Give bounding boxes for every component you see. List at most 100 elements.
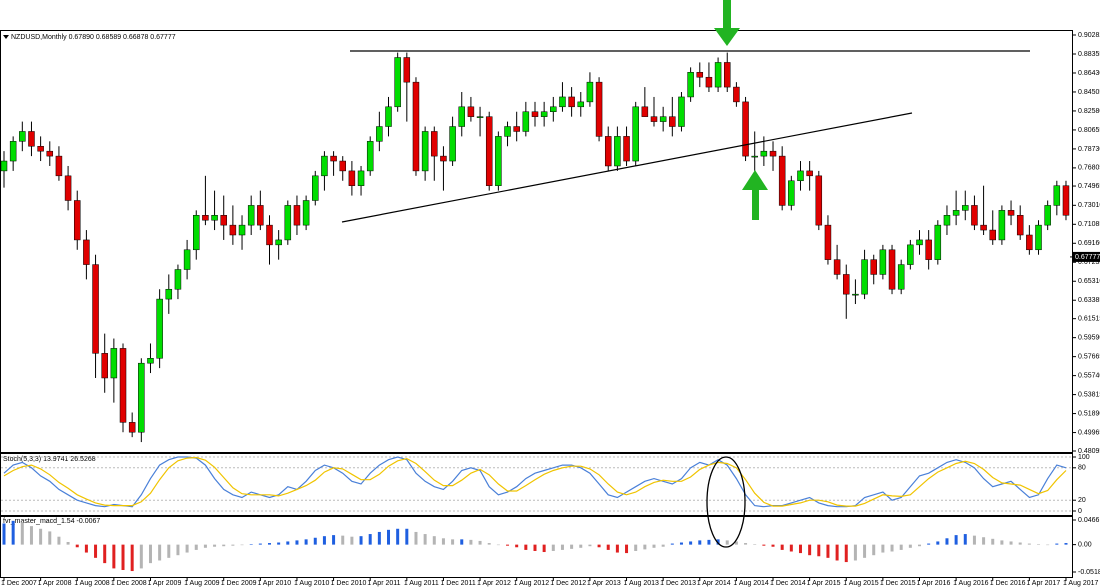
candle-body — [531, 111, 539, 117]
x-tick-label: 1 Apr 2014 — [697, 580, 731, 587]
macd-bar — [972, 535, 976, 545]
candle-body — [1053, 185, 1061, 206]
macd-bar — [48, 531, 52, 545]
macd-bar — [625, 544, 629, 554]
macd-bar — [368, 534, 372, 545]
y-tick-label: 0.71085 — [1078, 221, 1100, 228]
candle-body — [202, 215, 209, 221]
macd-bar — [84, 544, 88, 553]
candle-body — [229, 224, 237, 236]
y-tick-label: 0.90282 — [1078, 32, 1100, 39]
y-tick-label: 0.61515 — [1078, 316, 1100, 323]
x-tick-label: 1 Dec 2010 — [331, 580, 367, 587]
candle-body — [513, 126, 520, 132]
x-tick-label: 1 Dec 2011 — [440, 580, 475, 587]
candle-body — [943, 215, 951, 226]
macd-bar — [826, 544, 830, 558]
candle-body — [641, 106, 649, 117]
y-tick-label: 0.76805 — [1078, 165, 1100, 172]
candle-body — [1026, 234, 1033, 251]
candle-body — [778, 155, 786, 206]
candle-body — [165, 288, 173, 300]
x-tick-label: 1 Dec 2012 — [550, 580, 586, 587]
x-tick-label: 1 Apr 2008 — [38, 580, 72, 587]
candle-body — [815, 175, 823, 226]
candle-body — [495, 136, 502, 186]
x-tick-label: 1 Aug 2015 — [843, 580, 879, 587]
macd-bar — [908, 544, 912, 548]
x-tick-label: 1 Aug 2011 — [404, 580, 439, 587]
candle-body — [266, 224, 273, 246]
x-tick-label: 1 Aug 2017 — [1063, 580, 1099, 587]
macd-bar — [597, 544, 601, 548]
candle-body — [467, 106, 475, 117]
macd-bar — [744, 543, 748, 545]
candle-body — [714, 62, 722, 88]
candle-body — [321, 155, 328, 177]
macd-bar — [222, 544, 226, 547]
x-tick-label: 1 Dec 2013 — [660, 580, 696, 587]
macd-bar — [579, 544, 583, 548]
macd-bar — [991, 538, 995, 545]
macd-bar — [322, 536, 326, 545]
candle-body — [916, 239, 923, 246]
macd-panel — [0, 516, 1073, 578]
candle-body — [678, 96, 685, 127]
macd-bar — [954, 535, 958, 545]
macd-bar — [963, 534, 967, 545]
x-tick-label: 1 Dec 2014 — [770, 580, 806, 587]
candle-body — [687, 72, 694, 98]
macd-bar — [533, 544, 537, 551]
candle-body — [980, 224, 987, 231]
stoch-title: Stoch(5,3,3) 13.9741 26.5268 — [3, 456, 96, 463]
price-panel — [0, 30, 1073, 453]
candle-body — [312, 175, 319, 201]
macd-bar — [679, 542, 683, 545]
highlight-ellipse — [706, 456, 746, 548]
candle-body — [806, 170, 813, 177]
y-tick-label: 0.00 — [1078, 541, 1092, 548]
y-tick-label: 0.53815 — [1078, 391, 1100, 398]
macd-bar — [112, 544, 116, 569]
macd-bar — [240, 544, 244, 546]
macd-bar — [441, 538, 445, 545]
macd-bar — [661, 544, 665, 547]
macd-bar — [1009, 541, 1013, 545]
x-tick-label: 1 Aug 2008 — [74, 580, 110, 587]
candle-body — [604, 136, 612, 167]
macd-bar — [29, 526, 33, 545]
candle-body — [623, 136, 630, 162]
candle-body — [586, 81, 594, 103]
macd-bar — [982, 537, 986, 545]
macd-bar — [927, 543, 931, 545]
candle-body — [522, 111, 530, 132]
macd-title: fvr_master_macd_1.54 -0.0067 — [3, 518, 100, 525]
y-tick-label: 0.63385 — [1078, 297, 1100, 304]
candle-body — [760, 150, 768, 157]
candle-body — [330, 155, 337, 162]
stoch-line — [3, 456, 1067, 508]
candle-body — [275, 239, 282, 246]
macd-bar — [451, 539, 455, 545]
macd-bar — [130, 544, 134, 572]
y-tick-label: 0.57665 — [1078, 353, 1100, 360]
macd-bar — [478, 540, 482, 545]
macd-bar — [469, 539, 473, 545]
candle-body — [870, 259, 877, 275]
down-arrow — [714, 0, 740, 46]
x-tick-label: 1 Aug 2014 — [733, 580, 769, 587]
candle-body — [449, 126, 456, 162]
macd-bar — [789, 544, 793, 552]
candle-body — [577, 101, 585, 108]
stoch-panel — [0, 453, 1073, 516]
candle-body — [46, 150, 54, 157]
macd-bar — [231, 544, 235, 546]
x-tick-label: 1 Apr 2016 — [917, 580, 951, 587]
candle-body — [357, 170, 365, 186]
x-tick-label: 1 Dec 2016 — [990, 580, 1026, 587]
macd-bar — [1018, 542, 1022, 545]
up-arrow — [742, 170, 768, 220]
